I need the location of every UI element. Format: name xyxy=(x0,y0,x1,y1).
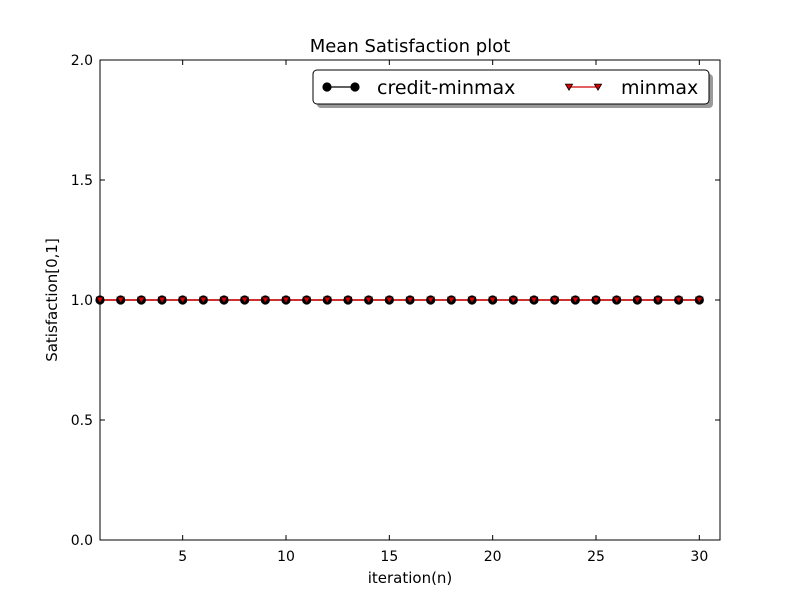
data-point-minmax xyxy=(695,296,704,305)
y-axis-label: Satisfaction[0,1] xyxy=(43,238,61,362)
x-axis-ticks: 5 10 15 20 25 30 xyxy=(178,60,708,565)
x-tick-label: 10 xyxy=(277,549,295,565)
data-point-minmax xyxy=(633,296,642,305)
x-tick-label: 30 xyxy=(690,549,708,565)
data-point-minmax xyxy=(364,296,373,305)
x-tick-label: 5 xyxy=(178,549,187,565)
data-point-minmax xyxy=(653,296,663,305)
data-point-minmax xyxy=(488,296,497,305)
legend-marker-minmax xyxy=(564,83,574,92)
y-tick-label: 1.0 xyxy=(71,293,93,309)
data-point-minmax xyxy=(343,296,353,305)
data-point-minmax xyxy=(240,296,249,305)
legend-marker-credit-minmax xyxy=(350,82,360,92)
data-point-minmax xyxy=(467,296,477,305)
data-point-minmax xyxy=(571,296,580,305)
data-point-minmax xyxy=(509,296,518,305)
y-axis-ticks: 0.0 0.5 1.0 1.5 2.0 xyxy=(71,53,720,549)
data-point-minmax xyxy=(116,296,125,305)
legend-label-minmax: minmax xyxy=(621,77,698,99)
data-point-minmax xyxy=(550,296,559,305)
data-point-minmax xyxy=(137,296,146,305)
data-point-minmax xyxy=(529,296,539,305)
plot-area: 5 10 15 20 25 30 0.0 0.5 1.0 1.5 2.0 xyxy=(71,53,721,565)
data-point-minmax xyxy=(447,296,456,305)
y-tick-label: 0.5 xyxy=(71,413,93,429)
x-tick-label: 15 xyxy=(380,549,398,565)
data-point-minmax xyxy=(612,296,621,305)
data-point-minmax xyxy=(199,296,208,305)
data-point-minmax xyxy=(426,296,435,305)
legend-marker-credit-minmax xyxy=(322,82,332,92)
legend: credit-minmax minmax xyxy=(312,69,713,108)
data-point-minmax xyxy=(385,296,394,305)
y-tick-label: 0.0 xyxy=(71,533,93,549)
x-tick-label: 20 xyxy=(484,549,502,565)
x-tick-label: 25 xyxy=(587,549,605,565)
legend-box xyxy=(312,69,710,105)
legend-marker-minmax xyxy=(593,83,603,92)
data-point-minmax xyxy=(591,296,601,305)
data-point-minmax xyxy=(178,296,187,305)
data-point-minmax xyxy=(405,296,415,305)
y-tick-label: 1.5 xyxy=(71,173,93,189)
data-point-minmax xyxy=(157,296,167,305)
legend-label-credit-minmax: credit-minmax xyxy=(377,77,515,99)
data-point-minmax xyxy=(674,296,683,305)
data-point-minmax xyxy=(281,296,291,305)
data-point-minmax xyxy=(302,296,311,305)
series-layer xyxy=(95,295,704,305)
data-point-minmax xyxy=(323,296,332,305)
data-point-minmax xyxy=(261,296,270,305)
chart-title: Mean Satisfaction plot xyxy=(310,36,511,57)
y-tick-label: 2.0 xyxy=(71,53,93,69)
x-axis-label: iteration(n) xyxy=(368,569,453,587)
legend-items: credit-minmax minmax xyxy=(322,77,698,99)
data-point-minmax xyxy=(219,296,229,305)
data-point-minmax xyxy=(95,296,105,305)
